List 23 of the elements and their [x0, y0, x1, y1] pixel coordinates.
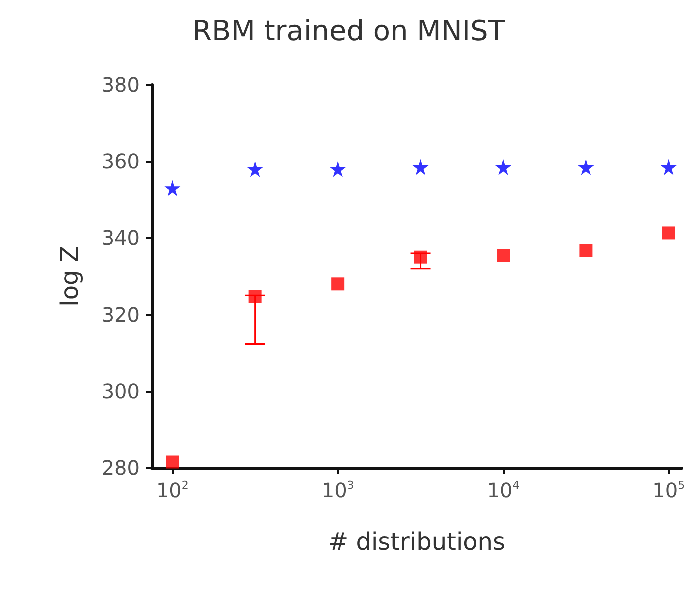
y-tick-label: 380: [102, 73, 140, 97]
point: [164, 180, 181, 196]
point: [412, 159, 429, 176]
point: [248, 290, 262, 304]
point: [496, 249, 510, 262]
point: [662, 226, 676, 240]
y-tick-label: 300: [102, 379, 140, 404]
point: [332, 278, 345, 291]
point: [330, 161, 346, 178]
point: [578, 159, 594, 176]
y-tick-label: 360: [102, 150, 140, 174]
point: [247, 161, 264, 178]
x-axis-title: # distributions: [328, 528, 506, 556]
point: [495, 159, 512, 176]
y-axis-title: log Z: [56, 246, 84, 307]
point: [414, 250, 428, 264]
point: [166, 456, 180, 469]
point: [580, 244, 593, 258]
y-tick-label: 340: [102, 226, 140, 250]
y-tick-label: 280: [102, 456, 140, 480]
chart-title: RBM trained on MNIST: [192, 14, 506, 48]
y-tick-label: 320: [102, 302, 140, 327]
point: [660, 159, 677, 176]
